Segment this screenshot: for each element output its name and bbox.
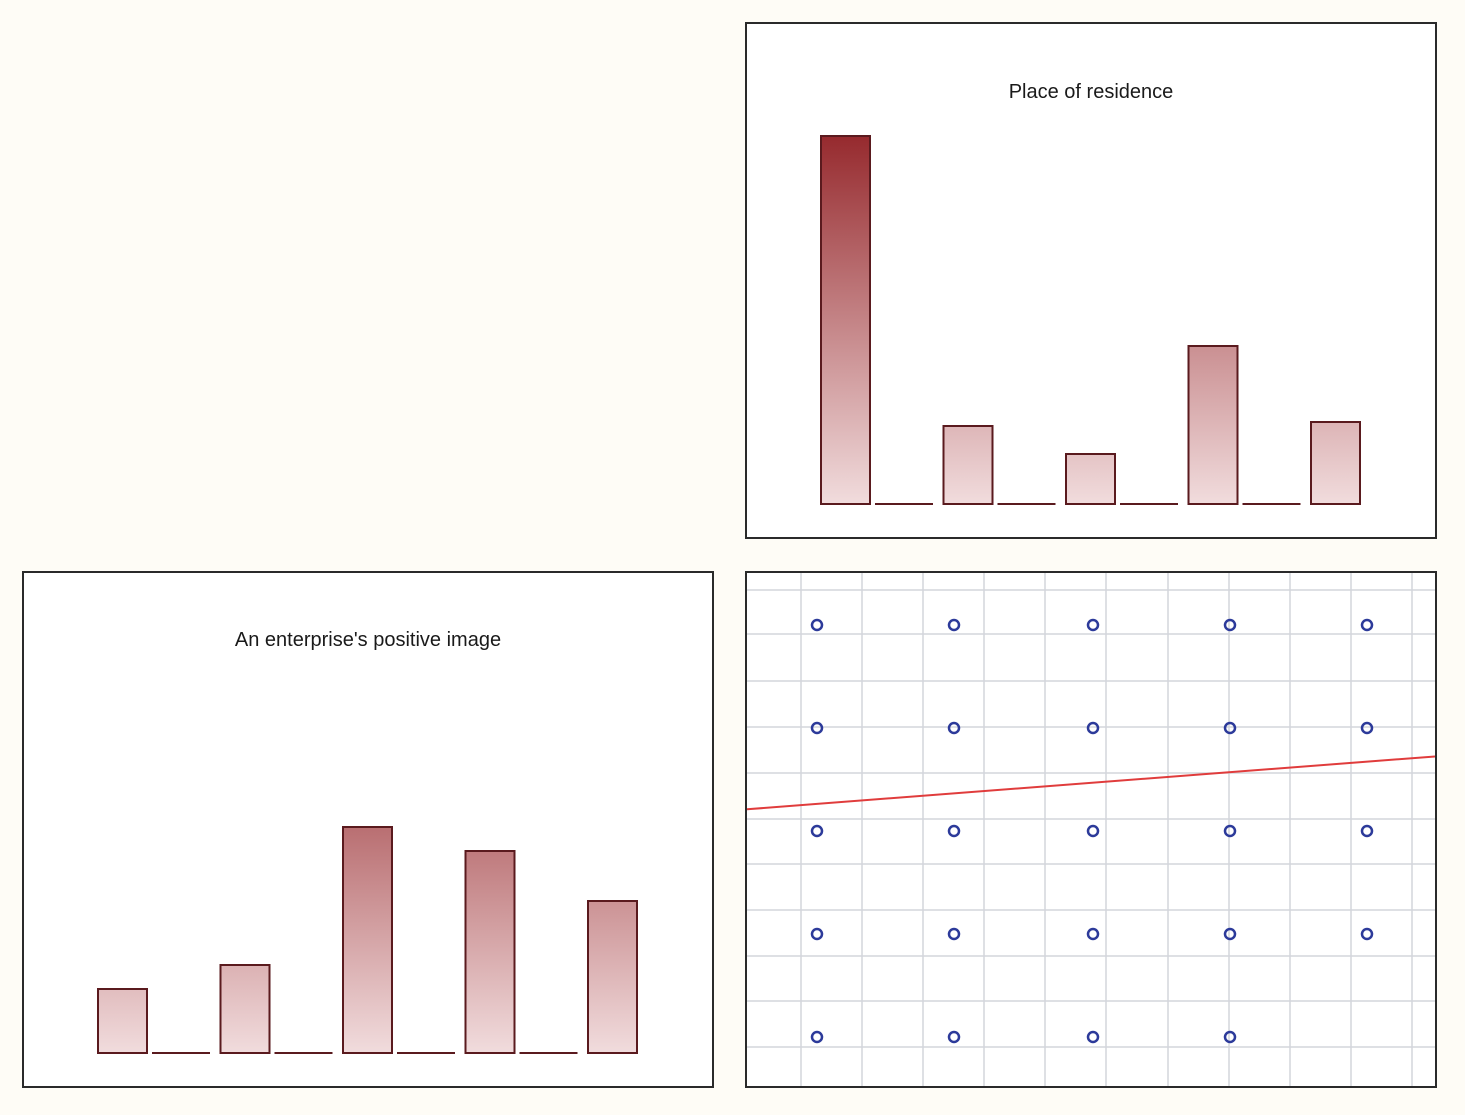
image-chart-panel: An enterprise's positive image <box>22 571 714 1088</box>
scatter-point <box>947 1030 961 1044</box>
scatter-point <box>1086 721 1100 735</box>
scatter-point <box>1223 1030 1237 1044</box>
bar <box>820 135 871 505</box>
scatter-point <box>1223 721 1237 735</box>
bar <box>1310 421 1361 505</box>
scatter-point <box>1223 618 1237 632</box>
image-chart-title: An enterprise's positive image <box>234 629 502 651</box>
scatter-point <box>1360 927 1374 941</box>
scatter-point <box>1360 824 1374 838</box>
residence-chart-title: Place of residence <box>1008 81 1174 103</box>
scatter-point <box>1086 1030 1100 1044</box>
bar <box>219 964 271 1054</box>
trend-line <box>747 755 1435 811</box>
scatter-point <box>1086 618 1100 632</box>
scatter-point <box>1223 927 1237 941</box>
scatter-plot <box>747 573 1435 1086</box>
residence-chart-panel: Place of residence <box>745 22 1437 539</box>
bar <box>1065 453 1116 505</box>
bar <box>1187 345 1239 505</box>
scatter-point <box>1360 618 1374 632</box>
scatter-point <box>947 618 961 632</box>
scatter-chart-panel <box>745 571 1437 1088</box>
scatter-point <box>1223 824 1237 838</box>
scatter-point <box>810 824 824 838</box>
scatter-point <box>1086 824 1100 838</box>
scatter-point <box>810 1030 824 1044</box>
bar <box>942 425 994 505</box>
bar <box>97 988 148 1054</box>
scatter-point <box>947 721 961 735</box>
bar <box>464 850 516 1054</box>
bar <box>587 900 638 1054</box>
scatter-point <box>810 721 824 735</box>
scatter-point <box>1360 721 1374 735</box>
residence-bar-chart <box>820 135 1361 505</box>
scatter-point <box>810 618 824 632</box>
scatter-point <box>947 824 961 838</box>
image-bar-chart <box>97 826 638 1054</box>
bar <box>342 826 393 1054</box>
scatter-point <box>1086 927 1100 941</box>
scatter-point <box>947 927 961 941</box>
scatter-point <box>810 927 824 941</box>
